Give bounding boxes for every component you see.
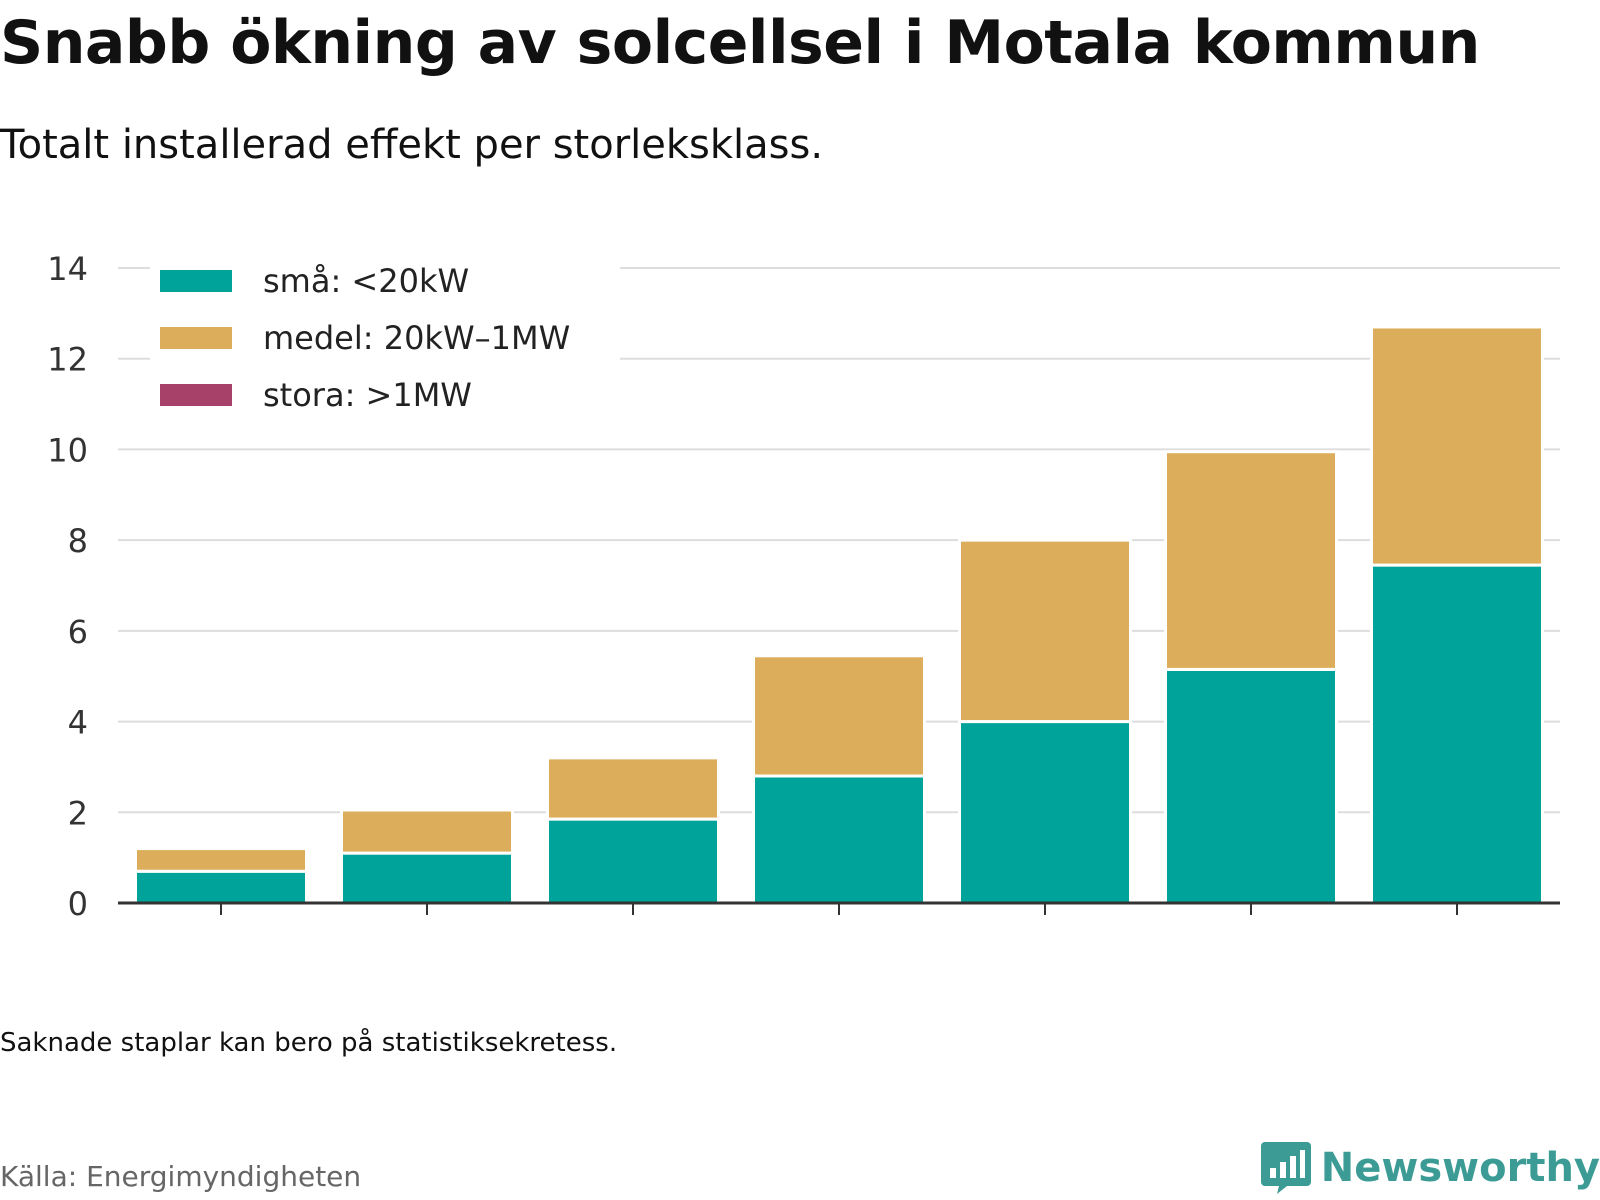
legend-swatch [160, 327, 232, 349]
chart-subtitle: Totalt installerad effekt per storlekskl… [0, 122, 824, 168]
bar-segment [1370, 325, 1544, 567]
bar-segment [958, 538, 1132, 724]
y-tick-label: 0 [68, 885, 88, 923]
x-tick-label: 2022 [1416, 929, 1497, 930]
y-tick-label: 12 [47, 341, 88, 379]
y-tick-label: 8 [68, 522, 88, 560]
bar-segment [1164, 450, 1338, 671]
bar-segment [752, 774, 926, 905]
bar-segment [752, 654, 926, 778]
source-credit: Källa: Energimyndigheten [0, 1160, 362, 1193]
bar-segment [546, 756, 720, 821]
x-tick-label: 2021 [1210, 929, 1291, 930]
bar-segment [1164, 667, 1338, 905]
stacked-bar-chart: 0 2 4 6 8 10 12 14 2016 2017 2018 2019 2020 2021 2022 s… [47, 250, 1560, 930]
bar-segment [1370, 563, 1544, 905]
bar-chart-speech-bubble-icon [1260, 1142, 1311, 1194]
y-tick-label: 10 [47, 431, 88, 469]
y-tick-label: 6 [68, 613, 88, 651]
legend-swatch [160, 384, 232, 406]
x-tick-label: 2019 [798, 929, 879, 930]
y-tick-label: 14 [47, 250, 88, 288]
x-tick-label: 2020 [1004, 929, 1085, 930]
legend-label: små: <20kW [263, 262, 469, 300]
bar-segment [340, 808, 514, 855]
bar-segment [958, 720, 1132, 905]
brand-logo: Newsworthy [1260, 1142, 1600, 1194]
legend-label: medel: 20kW–1MW [263, 319, 570, 357]
x-tick-label: 2017 [386, 929, 467, 930]
footnote: Saknade staplar kan bero på statistiksek… [0, 1028, 618, 1058]
legend-label: stora: >1MW [263, 376, 472, 414]
brand-name: Newsworthy [1320, 1145, 1600, 1191]
chart-title: Snabb ökning av solcellsel i Motala komm… [0, 8, 1480, 78]
bar-segment [340, 851, 514, 905]
x-tick-label: 2018 [592, 929, 673, 930]
legend-swatch [160, 270, 232, 292]
bar-segment [134, 847, 308, 873]
y-tick-label: 4 [68, 704, 88, 742]
x-tick-label: 2016 [180, 929, 261, 930]
bar-segment [134, 869, 308, 905]
y-tick-label: 2 [68, 794, 88, 832]
bar-segment [546, 817, 720, 905]
